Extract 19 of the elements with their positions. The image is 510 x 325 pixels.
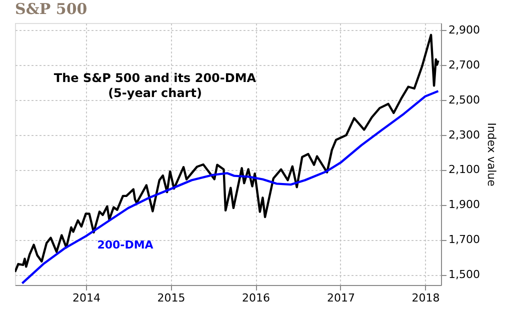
line-series <box>15 34 440 273</box>
y-tick-label: 1,500 <box>448 268 480 282</box>
series-label: 200-DMA <box>97 238 154 252</box>
y-tick-label: 2,900 <box>448 23 480 36</box>
annotation: The S&P 500 and its 200-DMA <box>54 71 257 85</box>
x-tick-label: 2015 <box>157 292 186 304</box>
y-tick-label: 2,100 <box>448 163 480 176</box>
annotation: (5-year chart) <box>108 86 202 100</box>
y-tick-label: 2,300 <box>448 128 480 142</box>
chart-title: S&P 500 <box>15 0 88 18</box>
x-tick-label: 2016 <box>242 292 270 304</box>
y-tick-label: 2,500 <box>448 93 480 106</box>
y-tick-label: 1,700 <box>448 233 480 246</box>
y-tick-label: 2,700 <box>448 58 480 72</box>
x-tick-label: 2014 <box>72 292 101 304</box>
y-tick-label: 1,900 <box>448 198 480 212</box>
x-tick-label: 2017 <box>326 292 355 304</box>
x-tick-label: 2018 <box>412 292 440 304</box>
y-axis-title: Index value <box>484 122 498 187</box>
